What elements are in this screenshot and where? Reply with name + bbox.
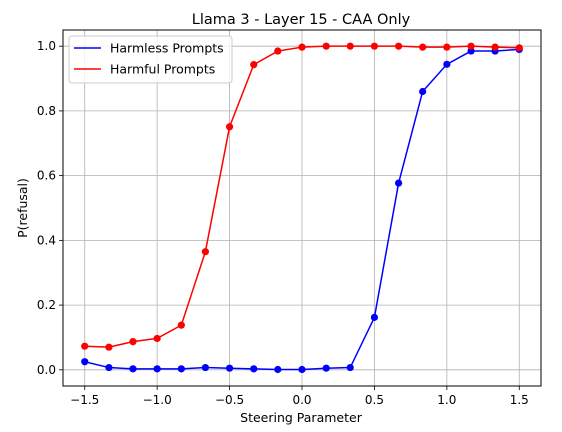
x-tick-label: −0.5 (215, 393, 244, 407)
data-point-harmful (370, 42, 379, 50)
data-point-harmless (346, 363, 354, 372)
data-point-harmless (129, 365, 137, 373)
data-point-harmful (105, 343, 113, 351)
legend-label-harmful: Harmful Prompts (110, 62, 215, 77)
data-point-harmful (491, 43, 499, 51)
data-point-harmful (81, 342, 89, 350)
plot-frame (62, 29, 542, 387)
y-tick-label: 1.0 (37, 39, 56, 53)
data-point-harmful (250, 61, 258, 69)
x-axis-label: Steering Parameter (240, 410, 363, 425)
data-point-harmful (322, 42, 330, 50)
data-point-harmless (201, 363, 209, 372)
data-point-harmless (370, 313, 379, 321)
data-point-harmful (153, 334, 161, 343)
axis-ticks: −1.5 −1.0 −0.5 0.0 0.5 1.0 1.5 0.0 0.2 0.4 0.6 0.8 1… (37, 39, 529, 407)
x-tick-label: −1.5 (70, 393, 99, 407)
data-point-harmless (250, 365, 258, 373)
data-point-harmless (274, 365, 282, 374)
data-point-harmful (298, 43, 306, 51)
legend-box (68, 35, 233, 84)
data-point-harmless (225, 364, 234, 372)
data-point-harmful (129, 338, 137, 346)
legend-label-harmless: Harmless Prompts (110, 41, 224, 56)
data-point-harmless (81, 358, 89, 366)
data-point-harmless (443, 60, 451, 68)
legend: Harmless Prompts Harmful Prompts (68, 35, 233, 84)
y-tick-label: 0.8 (37, 104, 56, 118)
data-point-harmless (177, 365, 185, 373)
data-point-harmless (395, 179, 403, 187)
data-point-harmful (395, 42, 403, 50)
x-tick-label: −1.0 (143, 393, 172, 407)
data-point-harmless (153, 365, 161, 373)
y-axis-label: P(refusal) (15, 178, 30, 238)
data-point-harmful (274, 47, 282, 55)
data-point-harmless (322, 364, 330, 372)
data-point-harmless (105, 363, 113, 372)
data-point-harmful (177, 321, 185, 329)
chart-title: Llama 3 - Layer 15 - CAA Only (192, 12, 411, 28)
y-tick-label: 0.2 (37, 298, 56, 312)
y-tick-label: 0.6 (37, 169, 56, 183)
x-tick-label: 0.5 (365, 393, 384, 407)
x-tick-label: 1.5 (510, 393, 529, 407)
y-tick-label: 0.4 (37, 233, 56, 247)
data-point-harmful (467, 42, 475, 50)
data-point-harmful (419, 43, 427, 51)
data-point-harmless (298, 365, 306, 374)
data-point-harmful (346, 42, 354, 50)
data-point-harmful (515, 44, 523, 52)
data-point-harmless (419, 87, 427, 96)
data-point-harmful (443, 43, 451, 51)
series-harmless (81, 45, 523, 374)
series-layer (81, 42, 523, 374)
x-tick-label: 0.0 (292, 393, 311, 407)
data-point-harmful (225, 123, 234, 131)
series-harmful (81, 42, 523, 351)
y-tick-label: 0.0 (37, 363, 56, 377)
data-point-harmful (201, 248, 209, 256)
x-tick-label: 1.0 (437, 393, 456, 407)
